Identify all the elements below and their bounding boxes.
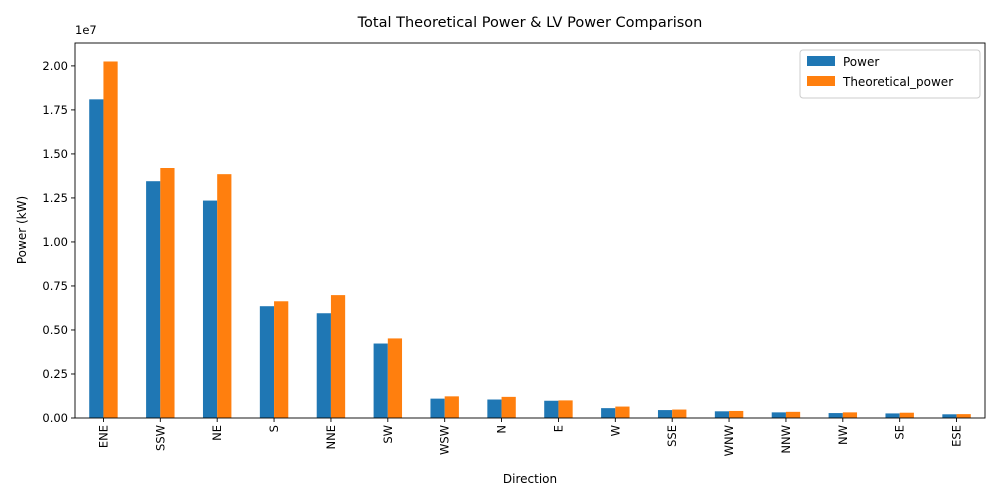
y-tick-label: 1.25 [42, 191, 68, 205]
y-tick-label: 0.00 [42, 411, 68, 425]
bar-theoretical-power-w [615, 406, 630, 418]
y-axis-offset-label: 1e7 [75, 23, 97, 37]
bar-power-ne [202, 200, 218, 418]
bar-theoretical-power-nne [330, 295, 346, 418]
y-axis-label: Power (kW) [15, 196, 29, 264]
x-axis: ENE SSW NE S NNE SW WSW N E W SSE WNW NNW NW SE ESE [96, 418, 964, 456]
x-tick-label-se: SE [893, 425, 907, 440]
bar-theoretical-power-s [274, 301, 289, 418]
bar-power-nnw [771, 412, 786, 418]
bar-power-ese [942, 414, 957, 418]
x-tick-label-ne: NE [210, 425, 224, 441]
legend-swatch-power [807, 56, 835, 66]
x-tick-label-sw: SW [381, 425, 395, 444]
x-tick-label-wsw: WSW [438, 425, 452, 455]
chart-title: Total Theoretical Power & LV Power Compa… [357, 15, 703, 31]
legend: Power Theoretical_power [799, 49, 981, 99]
x-tick-label-wnw: WNW [722, 425, 736, 456]
y-tick-label: 1.75 [42, 103, 68, 117]
x-tick-label-s: S [267, 425, 281, 432]
bar-power-wsw [430, 398, 445, 418]
bar-power-n [487, 399, 502, 418]
x-tick-label-n: N [495, 425, 509, 434]
bar-theoretical-power-se [899, 412, 914, 418]
bar-theoretical-power-sw [387, 338, 403, 418]
bar-power-se [885, 413, 900, 418]
bar-power-nw [828, 413, 843, 418]
x-tick-label-sse: SSE [665, 425, 679, 447]
bar-theoretical-power-e [558, 400, 573, 418]
bar-theoretical-power-ssw [160, 168, 175, 418]
bar-power-w [601, 408, 616, 418]
x-tick-label-nw: NW [836, 425, 850, 445]
y-axis: 0.00 0.25 0.50 0.75 1.00 1.25 1.50 1.75 2.00 [42, 59, 75, 425]
y-tick-label: 1.00 [42, 235, 68, 249]
bar-power-sse [657, 410, 673, 418]
y-tick-label: 2.00 [42, 59, 68, 73]
y-tick-label: 0.25 [42, 367, 68, 381]
y-tick-label: 0.50 [42, 323, 68, 337]
x-tick-label-ene: ENE [96, 425, 110, 448]
bar-power-s [259, 306, 275, 418]
legend-frame [799, 49, 981, 99]
bar-power-sw [373, 343, 388, 418]
legend-label-power: Power [843, 55, 879, 69]
bars-group [89, 61, 971, 419]
bar-theoretical-power-nnw [785, 411, 801, 418]
bar-theoretical-power-wsw [444, 396, 459, 418]
legend-swatch-theoretical-power [807, 76, 835, 86]
y-tick-label: 0.75 [42, 279, 68, 293]
bar-power-e [544, 400, 559, 418]
bar-theoretical-power-nw [842, 412, 858, 418]
bar-theoretical-power-ene [103, 61, 118, 419]
bar-theoretical-power-ese [956, 414, 971, 418]
y-tick-label: 1.50 [42, 147, 68, 161]
legend-label-theoretical-power: Theoretical_power [842, 75, 953, 89]
bar-theoretical-power-sse [672, 409, 687, 418]
x-tick-label-nne: NNE [324, 425, 338, 449]
bar-power-wnw [714, 411, 730, 418]
x-tick-label-w: W [608, 425, 622, 436]
x-tick-label-e: E [551, 425, 565, 432]
bar-power-ene [89, 99, 104, 419]
bar-theoretical-power-n [501, 396, 516, 418]
x-tick-label-nnw: NNW [779, 425, 793, 454]
x-tick-label-ssw: SSW [153, 425, 167, 451]
x-axis-label: Direction [503, 472, 557, 486]
bar-theoretical-power-wnw [729, 410, 744, 418]
x-tick-label-ese: ESE [950, 425, 964, 447]
bar-power-ssw [146, 181, 161, 418]
plot-frame [74, 42, 986, 419]
bar-theoretical-power-ne [217, 174, 232, 418]
bar-power-nne [316, 313, 331, 418]
